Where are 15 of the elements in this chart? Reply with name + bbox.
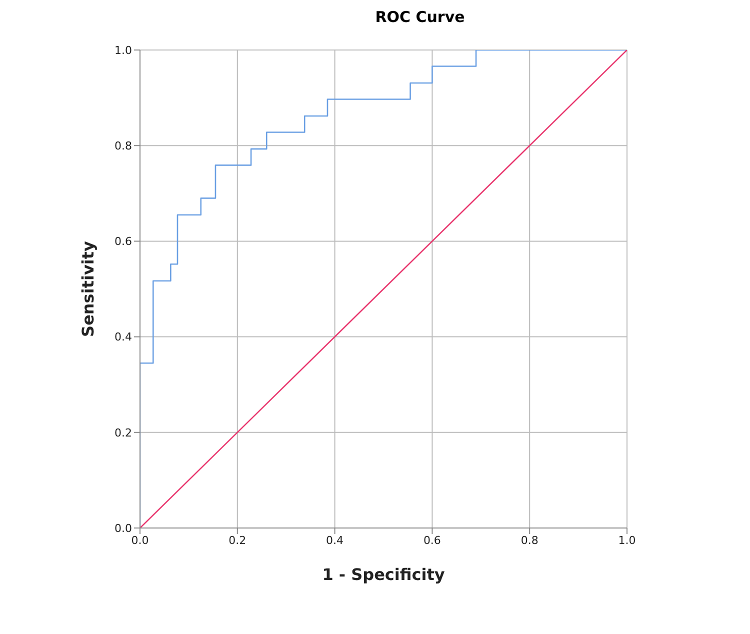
y-axis-title: Sensitivity bbox=[78, 240, 98, 337]
y-tick-label: 0.2 bbox=[114, 426, 132, 440]
x-tick-label: 0.8 bbox=[520, 534, 538, 547]
x-tick-label: 0.6 bbox=[423, 534, 441, 547]
y-tick-label: 0.0 bbox=[114, 522, 132, 535]
x-tick-label: 0.4 bbox=[326, 534, 344, 547]
y-tick-label: 0.6 bbox=[114, 235, 132, 248]
x-tick-label: 0.2 bbox=[228, 534, 246, 547]
y-tick-label: 1.0 bbox=[114, 44, 132, 57]
chart-title: ROC Curve bbox=[374, 8, 466, 28]
y-tick-label: 0.4 bbox=[114, 330, 132, 344]
x-axis-title: 1 - Specificity bbox=[322, 565, 446, 584]
y-tick-label: 0.8 bbox=[114, 140, 132, 153]
x-tick-label: 1.0 bbox=[618, 534, 636, 547]
x-tick-label: 0.0 bbox=[131, 534, 149, 547]
